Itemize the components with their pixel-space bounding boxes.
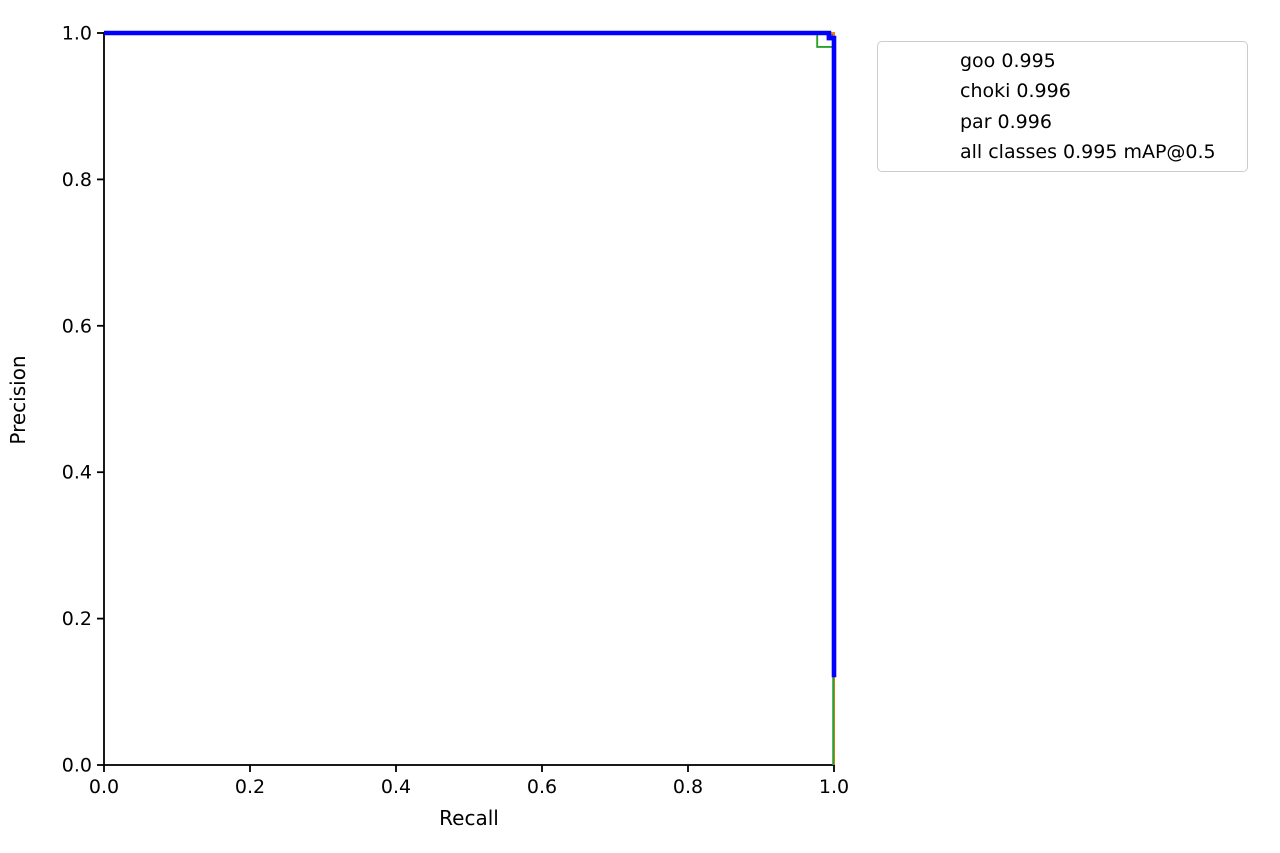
pr-curves <box>104 30 837 765</box>
axes-tick-labels: 0.0 0.2 0.4 0.6 0.8 1.0 0.0 0.2 0.4 0.6 0.8 1.0 <box>62 23 849 799</box>
pr-curve-choki <box>104 32 835 765</box>
legend-entry-all-classes: all classes 0.995 mAP@0.5 <box>878 137 1247 167</box>
pr-curve-goo <box>104 32 835 765</box>
x-tick-label: 0.0 <box>89 776 119 798</box>
pr-curve-par <box>104 32 835 765</box>
y-tick-label: 0.2 <box>62 608 92 630</box>
legend-entry-goo: goo 0.995 <box>878 46 1247 76</box>
x-tick-label: 1.0 <box>819 776 849 798</box>
x-tick-label: 0.4 <box>381 776 411 798</box>
x-axis-label: Recall <box>439 806 499 830</box>
x-tick-label: 0.8 <box>673 776 703 798</box>
x-tick-label: 0.2 <box>235 776 265 798</box>
legend-entry-choki: choki 0.996 <box>878 76 1247 106</box>
pr-curve-all-classes <box>104 30 837 678</box>
y-tick-label: 0.8 <box>62 169 92 191</box>
y-tick-label: 0.0 <box>62 755 92 777</box>
x-tick-label: 0.6 <box>527 776 557 798</box>
y-tick-label: 1.0 <box>62 23 92 45</box>
axes-spines <box>103 32 835 766</box>
legend-entry-label: choki 0.996 <box>960 80 1071 103</box>
legend-entry-label: par 0.996 <box>960 110 1052 133</box>
legend-entry-label: goo 0.995 <box>960 50 1056 73</box>
legend: goo 0.995 choki 0.996 par 0.996 all clas… <box>877 41 1248 172</box>
y-axis-label: Precision <box>6 355 30 445</box>
y-tick-label: 0.4 <box>62 462 92 484</box>
plot-frame <box>103 32 835 766</box>
legend-entry-par: par 0.996 <box>878 107 1247 137</box>
legend-entry-label: all classes 0.995 mAP@0.5 <box>960 140 1216 163</box>
y-tick-label: 0.6 <box>62 315 92 337</box>
axes-ticks <box>97 32 835 772</box>
